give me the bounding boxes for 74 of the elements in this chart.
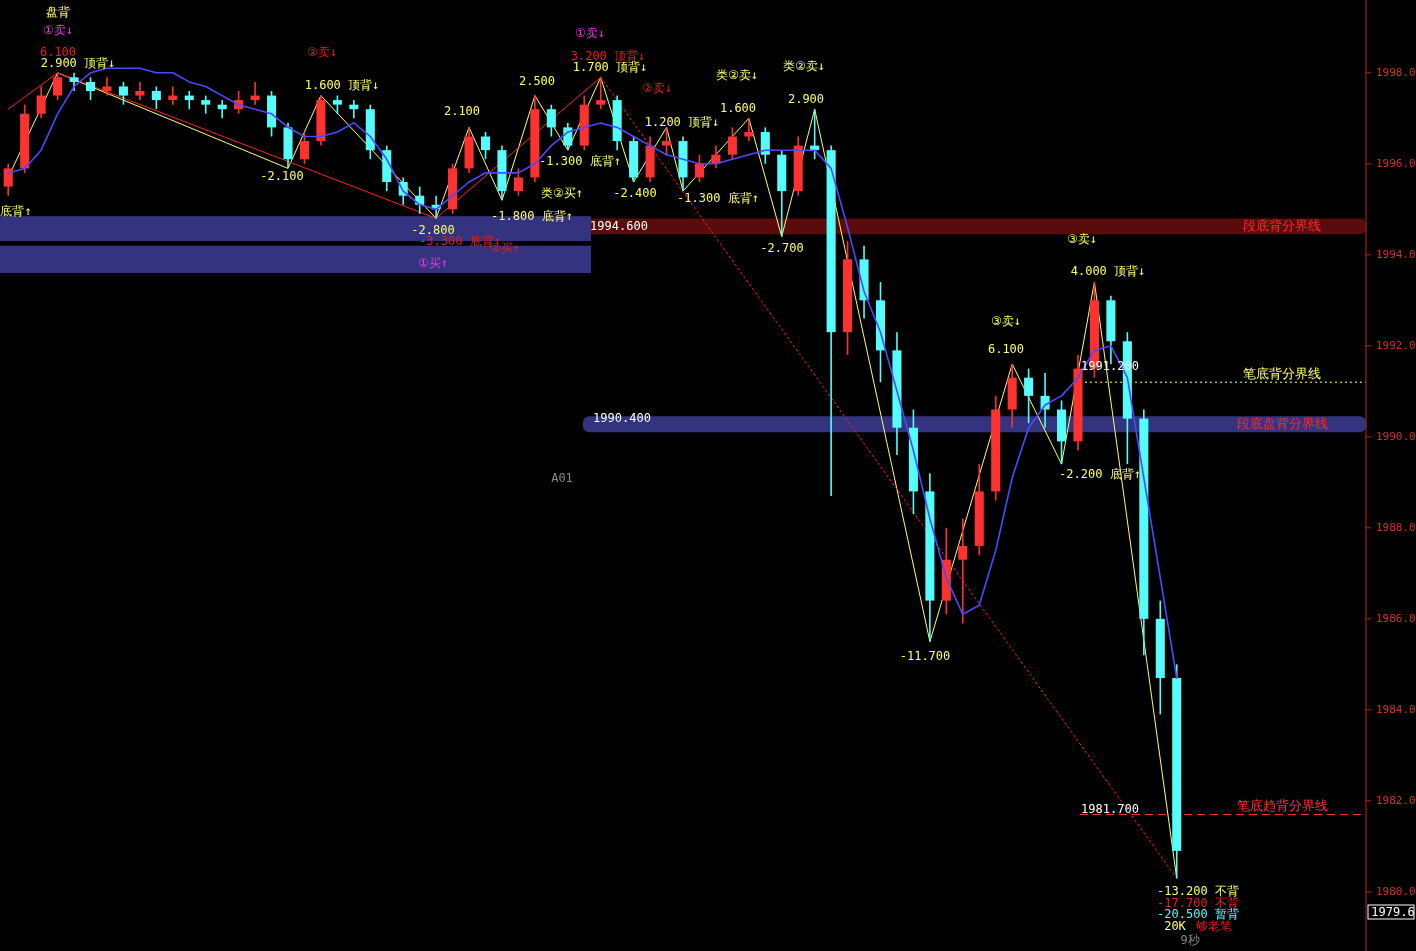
- y-tick-label: 1986.0: [1376, 611, 1416, 625]
- annotation: ②卖↓: [307, 44, 337, 59]
- annotation: 类②买↑: [541, 185, 583, 200]
- text: 1979.6: [1371, 904, 1415, 919]
- annotation: 类②卖↓: [716, 67, 758, 82]
- candlestick: [118, 81, 128, 106]
- candlestick: [958, 517, 968, 625]
- candlestick: [85, 76, 96, 101]
- annotation: 2.100: [443, 103, 481, 118]
- candlestick: [1024, 367, 1034, 424]
- candlestick: [596, 76, 606, 111]
- annotation: -2.200 底背↑: [1059, 466, 1141, 481]
- band-label: 段底背分界线: [1243, 217, 1321, 233]
- candlestick: [102, 76, 112, 97]
- y-tick-label: 1982.0: [1376, 793, 1416, 807]
- ref-line-label: 笔底背分界线: [1243, 365, 1321, 381]
- annotation: 1.600: [719, 100, 757, 115]
- annotation: -13.200 不背: [1157, 883, 1239, 898]
- candlestick: [513, 167, 523, 197]
- annotation: -2.700: [760, 240, 804, 255]
- candlestick: [744, 117, 754, 142]
- candlestick: [694, 153, 704, 183]
- candlestick: [727, 126, 737, 161]
- annotation: 20K: [1164, 918, 1187, 933]
- annotation: 1.200 顶背↓: [644, 114, 720, 129]
- ref-line-label: 笔底趋背分界线: [1236, 797, 1328, 813]
- annotation: 2.500: [518, 73, 556, 88]
- annotation: 2.900: [787, 91, 825, 106]
- candlestick: [201, 94, 211, 115]
- annotation: -2.400: [613, 185, 657, 200]
- annotation: ③卖↓: [991, 313, 1021, 328]
- annotation: 1981.700: [1081, 801, 1139, 816]
- annotation: ③卖↓: [1067, 231, 1097, 246]
- candlestick: [53, 72, 63, 101]
- annotation: 类②卖↓: [783, 58, 825, 73]
- annotation: ①买↑: [418, 255, 448, 270]
- y-tick-label: 1994.0: [1376, 247, 1416, 261]
- annotation: 1.600 顶背↓: [304, 77, 380, 92]
- annotation: 4.000 顶背↓: [1070, 263, 1146, 278]
- candlestick: [69, 72, 79, 92]
- candlestick: [662, 126, 672, 156]
- y-tick-label: 1998.0: [1376, 65, 1416, 79]
- candlestick: [760, 126, 770, 165]
- candlestick: [135, 81, 145, 101]
- annotation: -1.300 底背↑: [677, 190, 759, 205]
- candlestick: [546, 103, 556, 138]
- annotation: -1.800 底背↑: [491, 208, 573, 223]
- candlestick: [563, 122, 573, 151]
- annotation: 9秒: [1180, 932, 1200, 947]
- annotation: -1.300 底背↑: [539, 153, 621, 168]
- y-tick-label: 1984.0: [1376, 702, 1416, 716]
- y-tick-label: 1992.0: [1376, 338, 1416, 352]
- annotation: ①卖↓: [43, 22, 73, 37]
- band-label: 段底盘背分界线: [1236, 415, 1328, 431]
- y-tick-label: 1988.0: [1376, 520, 1416, 534]
- annotation: 6.100: [987, 341, 1025, 356]
- candlestick: [299, 131, 309, 165]
- y-tick-label: 1980.0: [1376, 884, 1416, 898]
- annotation: ①卖↓: [575, 25, 605, 40]
- annotation: -2.100: [260, 168, 304, 183]
- candlestick: [151, 85, 161, 111]
- annotation: ②卖↓: [642, 80, 672, 95]
- annotation: 盘背: [46, 4, 70, 19]
- annotation: -2.800: [411, 222, 455, 237]
- candlestick: [480, 131, 491, 161]
- annotation: 底背↑: [0, 203, 32, 218]
- y-tick-label: 1990.0: [1376, 429, 1416, 443]
- candlestick: [36, 85, 46, 120]
- annotation: -11.700: [899, 648, 951, 663]
- annotation: A01: [551, 470, 573, 485]
- annotation: 1994.600: [590, 218, 648, 233]
- candlestick: [3, 163, 13, 197]
- y-tick-label: 1996.0: [1376, 156, 1416, 170]
- candlestick: [332, 94, 342, 115]
